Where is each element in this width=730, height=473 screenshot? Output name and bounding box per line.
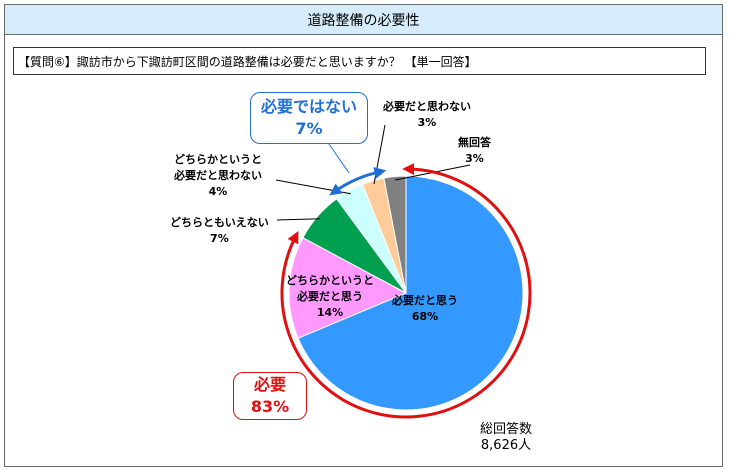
group-callout-necessary: 必要 83% xyxy=(233,372,307,420)
slice-label-no-answer: 無回答 3% xyxy=(458,136,491,165)
leader-line-2 xyxy=(276,218,321,221)
total-responses: 総回答数 8,626人 xyxy=(480,422,533,453)
leader-line-4 xyxy=(373,124,386,185)
pie-slice-0 xyxy=(297,175,524,411)
slice-label-somewhat-necessary: どちらかというと 必要だと思う 14% xyxy=(286,274,374,319)
slice-label-neither: どちらともいえない 7% xyxy=(170,216,269,245)
question-text: 【質問⑥】諏訪市から下諏訪町区間の道路整備は必要だと思いますか？ 【単一回答】 xyxy=(13,47,706,75)
slice-label-necessary: 必要だと思う 68% xyxy=(392,294,458,323)
callout-connector-not-necessary xyxy=(328,143,350,174)
chart-title: 道路整備の必要性 xyxy=(5,5,722,35)
slice-label-somewhat-unnecessary: どちらかというと 必要だと思わない 4% xyxy=(174,153,262,198)
group-arc-0 xyxy=(280,163,532,419)
group-arc-1 xyxy=(329,167,387,196)
slice-label-unnecessary: 必要だと思わない 3% xyxy=(383,100,471,129)
group-callout-not-necessary: 必要ではない 7% xyxy=(250,92,368,144)
